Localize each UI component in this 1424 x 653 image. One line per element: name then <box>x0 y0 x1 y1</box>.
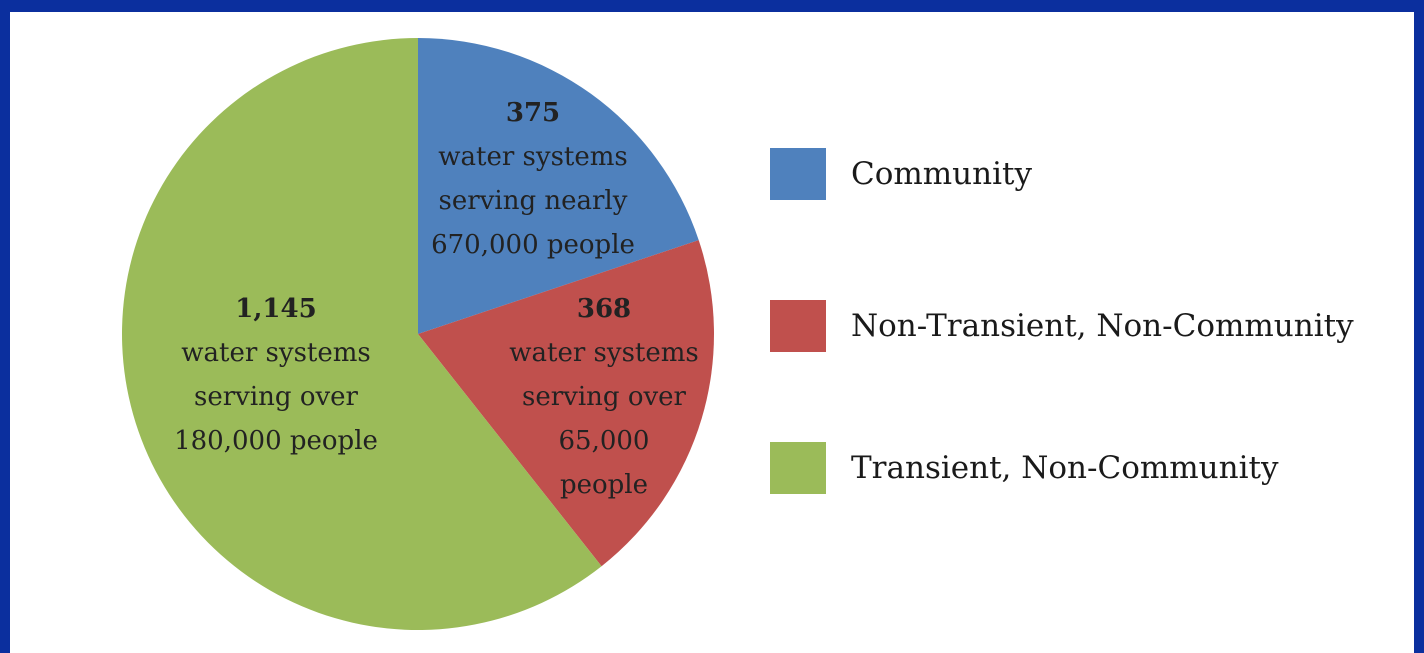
pie-slice-transient-non-community <box>122 38 602 630</box>
slice-description-line: people <box>560 470 648 500</box>
slice-label-community: 375 water systems serving nearly 670,000 pe… <box>431 98 635 260</box>
slice-description-line: water systems <box>181 338 371 368</box>
slice-description-line: 65,000 <box>559 426 650 456</box>
slice-value-label: 1,145 <box>235 294 316 324</box>
slice-description-line: water systems <box>438 142 628 172</box>
slice-label-non-transient-non-community: 368 water systems serving over 65,000 people <box>509 294 699 500</box>
legend-swatch-non-transient-non-community <box>770 300 826 352</box>
slice-value-label: 368 <box>577 294 631 324</box>
slice-description-line: serving over <box>522 382 687 412</box>
slice-label-transient-non-community: 1,145 water systems serving over 180,000 pe… <box>174 294 378 456</box>
legend-label-non-transient-non-community: Non-Transient, Non-Community <box>851 308 1354 344</box>
pie-slices <box>122 38 714 630</box>
legend-swatch-community <box>770 148 826 200</box>
slice-value-label: 375 <box>506 98 560 128</box>
pie-slice-non-transient-non-community <box>418 240 714 567</box>
slice-description-line: serving over <box>194 382 359 412</box>
pie-slice-community <box>418 38 699 334</box>
slice-description-line: 180,000 people <box>174 426 378 456</box>
slice-labels: 375 water systems serving nearly 670,000 pe… <box>174 98 699 500</box>
slice-description-line: 670,000 people <box>431 230 635 260</box>
legend: Community Non-Transient, Non-Community Tra… <box>770 148 1354 494</box>
legend-label-community: Community <box>851 156 1032 192</box>
slice-description-line: water systems <box>509 338 699 368</box>
slice-description-line: serving nearly <box>439 186 628 216</box>
legend-label-transient-non-community: Transient, Non-Community <box>851 450 1279 486</box>
legend-swatch-transient-non-community <box>770 442 826 494</box>
